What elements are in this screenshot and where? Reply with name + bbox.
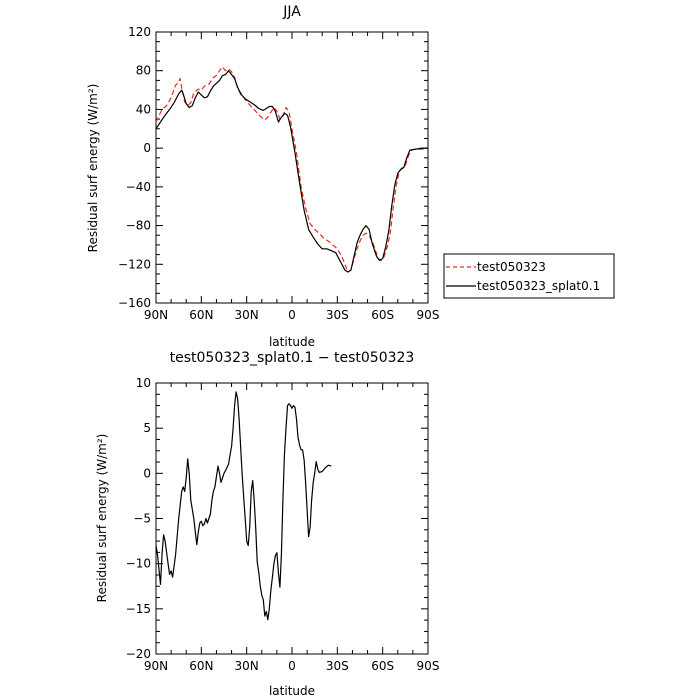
bottom-chart-plot-area: 90N 60N 30N 0 30S 60S 90S −20 −15 −10 −5 0 5 10 <box>126 376 440 673</box>
top-y-tick-label: −80 <box>126 219 151 233</box>
top-chart-legend: test050323 test050323_splat0.1 <box>443 253 615 299</box>
bottom-chart-x-axis-label: latitude <box>269 684 315 698</box>
bottom-x-tick-label: 0 <box>288 659 296 673</box>
bottom-chart-title: test050323_splat0.1 − test050323 <box>170 350 415 366</box>
top-x-tick-label: 60S <box>371 308 394 322</box>
top-x-tick-label: 0 <box>288 308 296 322</box>
legend-label-test050323: test050323 <box>477 260 546 274</box>
bottom-y-tick-label: 10 <box>136 376 151 390</box>
top-y-tick-label: −40 <box>126 180 151 194</box>
top-x-tick-label: 60N <box>189 308 213 322</box>
top-y-tick-label: 120 <box>128 25 151 39</box>
bottom-x-tick-label: 30S <box>326 659 349 673</box>
bottom-x-tick-label: 30N <box>235 659 259 673</box>
bottom-y-tick-label: 0 <box>143 466 151 480</box>
top-chart-y-axis-label: Residual surf energy (W/m²) <box>86 84 100 253</box>
top-series-line-1 <box>155 70 428 273</box>
top-x-tick-label: 90S <box>417 308 440 322</box>
top-x-tick-label: 90N <box>144 308 168 322</box>
top-chart-plot-area: 90N 60N 30N 0 30S 60S 90S −160 −120 −80 −40 0 40 80 12… <box>118 25 439 322</box>
bottom-x-tick-label: 60S <box>371 659 394 673</box>
bottom-y-tick-label: −5 <box>133 512 151 526</box>
bottom-y-tick-label: −15 <box>126 602 151 616</box>
top-chart-x-axis-label: latitude <box>269 335 315 349</box>
top-y-tick-label: 0 <box>143 141 151 155</box>
legend-box <box>443 253 615 299</box>
bottom-y-tick-label: 5 <box>143 421 151 435</box>
legend-label-test050323-splat: test050323_splat0.1 <box>477 279 600 293</box>
top-series-line-0 <box>155 66 429 273</box>
top-y-tick-label: −160 <box>118 296 151 310</box>
top-chart-frame <box>155 31 429 304</box>
top-x-tick-label: 30N <box>235 308 259 322</box>
bottom-y-tick-label: −10 <box>126 557 151 571</box>
top-x-tick-label: 30S <box>326 308 349 322</box>
bottom-series-line-0 <box>155 391 332 621</box>
top-y-tick-label: 40 <box>136 102 151 116</box>
top-y-tick-label: −120 <box>118 257 151 271</box>
top-y-tick-label: 80 <box>136 64 151 78</box>
bottom-x-tick-label: 90S <box>417 659 440 673</box>
bottom-x-tick-label: 60N <box>189 659 213 673</box>
bottom-x-tick-label: 90N <box>144 659 168 673</box>
bottom-chart-frame <box>155 382 429 655</box>
bottom-chart-y-axis-label: Residual surf energy (W/m²) <box>95 434 109 603</box>
top-chart-title: JJA <box>282 4 301 20</box>
bottom-y-tick-label: −20 <box>126 647 151 661</box>
